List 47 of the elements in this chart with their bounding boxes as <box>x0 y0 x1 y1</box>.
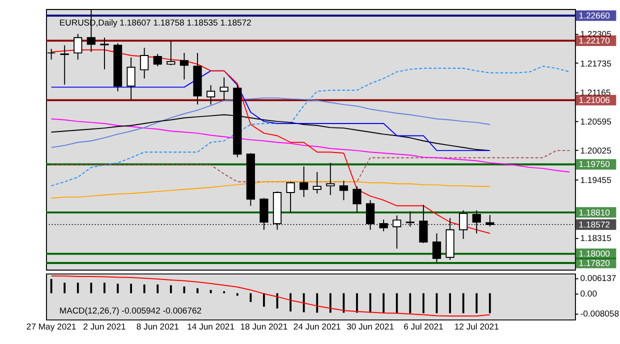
candlestick <box>153 53 162 67</box>
candlestick <box>339 180 348 201</box>
candlestick <box>286 181 295 213</box>
line-series <box>50 97 490 148</box>
line-series <box>50 181 490 199</box>
line-series <box>50 66 570 186</box>
ref-line-label: 1.22660 <box>578 10 610 21</box>
line-series <box>50 118 570 173</box>
ref-line-label: 1.18000 <box>578 248 610 259</box>
y-tick-label: 1.20025 <box>580 146 612 156</box>
y-tick-label: 0.006137 <box>580 273 616 284</box>
y-tick-label: 1.18315 <box>580 233 612 244</box>
ref-line-label: 1.18810 <box>578 207 610 218</box>
y-tick-label: -0.008058 <box>580 308 620 319</box>
category-label: 2 Jun 2021 <box>83 322 126 332</box>
candlestick <box>326 162 335 196</box>
category-label: 14 Jun 2021 <box>187 322 235 332</box>
y-tick-label: 1.20595 <box>580 116 612 127</box>
candlestick <box>206 84 216 106</box>
candlestick <box>432 232 442 262</box>
candlestick <box>180 52 189 80</box>
candlestick <box>300 166 308 198</box>
category-label: 18 Jun 2021 <box>240 322 288 332</box>
line-series <box>50 275 490 316</box>
y-tick-label: 1.21165 <box>580 87 611 98</box>
candlestick <box>126 57 136 100</box>
ref-line-label: 1.19750 <box>578 159 610 170</box>
ref-line-label: 1.17820 <box>578 258 610 268</box>
candlestick <box>352 186 362 213</box>
y-tick-label: 1.21735 <box>580 58 612 68</box>
category-label: 24 Jun 2021 <box>293 322 341 332</box>
candlestick <box>74 34 82 60</box>
category-label: 27 May 2021 <box>26 322 76 332</box>
candlestick <box>220 76 228 101</box>
y-tick-label: 0.00 <box>580 288 598 299</box>
candlestick <box>140 47 149 79</box>
text: MACD(12,26,7) -0.005942 -0.006762 <box>59 306 202 316</box>
category-label: 8 Jun 2021 <box>136 322 179 332</box>
candlestick <box>60 44 69 86</box>
category-label: 6 Jul 2021 <box>404 322 444 332</box>
ref-line-label: 1.18572 <box>578 219 610 230</box>
ref-line-label: 1.21006 <box>578 95 610 106</box>
category-label: 12 Jul 2021 <box>454 322 499 332</box>
category-label: 30 Jun 2021 <box>346 322 394 332</box>
candlestick <box>166 40 176 66</box>
candlestick <box>312 172 322 194</box>
y-tick-label: 1.19455 <box>580 174 612 185</box>
